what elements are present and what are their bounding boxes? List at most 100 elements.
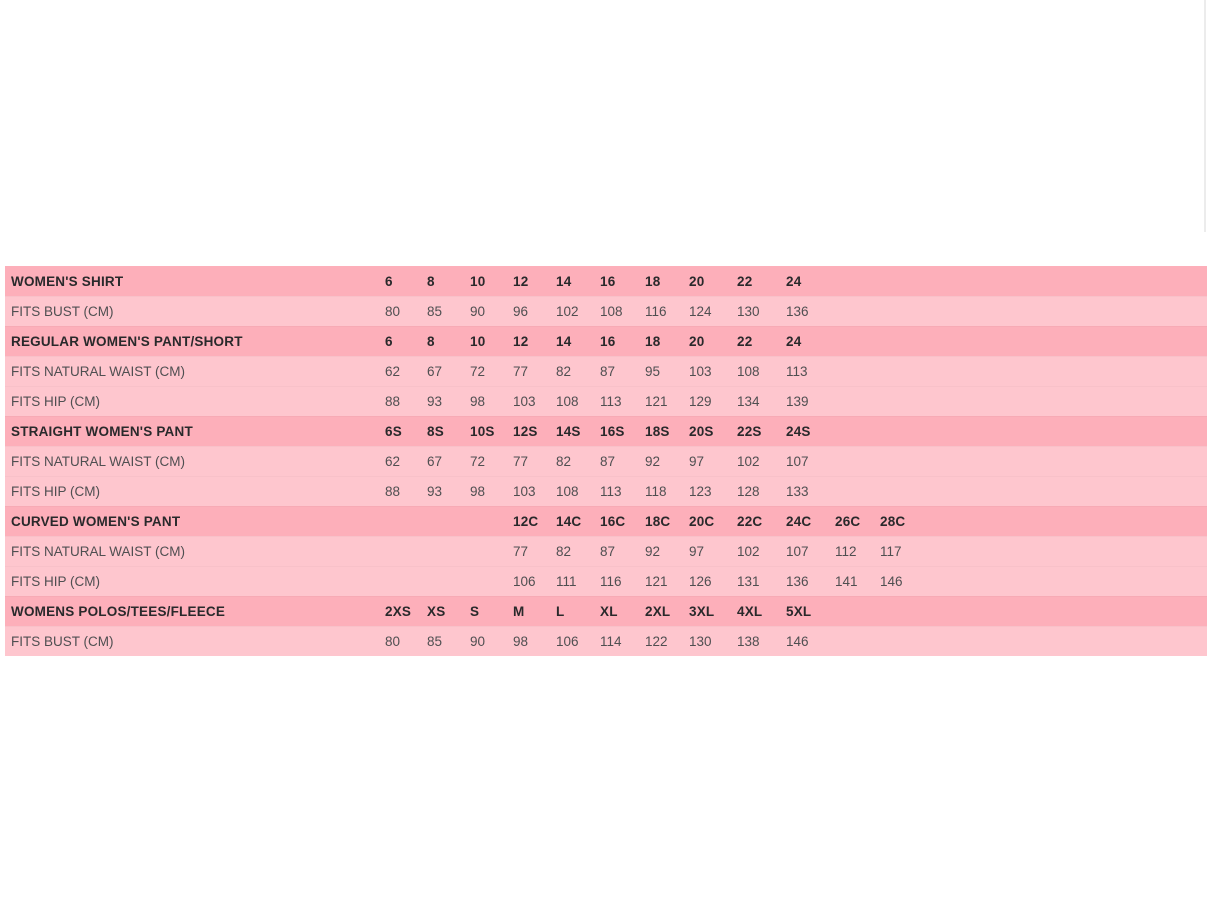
size-value-cell: 72 bbox=[470, 364, 486, 379]
size-label-cell: XS bbox=[427, 604, 446, 619]
vertical-scrollbar-track[interactable] bbox=[1204, 0, 1206, 232]
size-label-cell: 18C bbox=[645, 514, 671, 529]
row-label-measure: FITS BUST (CM) bbox=[11, 304, 114, 319]
size-value-cell: 80 bbox=[385, 304, 401, 319]
size-value-cell: 106 bbox=[513, 574, 536, 589]
row-label-measure: FITS HIP (CM) bbox=[11, 394, 100, 409]
table-row: REGULAR WOMEN'S PANT/SHORT 6 8 10 12 14 16 18 20… bbox=[5, 326, 1207, 356]
size-value-cell: 103 bbox=[513, 394, 536, 409]
table-row: CURVED WOMEN'S PANT 12C 14C 16C 18C 20C 22C 24C… bbox=[5, 506, 1207, 536]
size-value-cell: 131 bbox=[737, 574, 760, 589]
size-chart-table: WOMEN'S SHIRT 6 8 10 12 14 16 18 20 22 24 FITS BUST… bbox=[5, 266, 1207, 656]
size-label-cell: 12 bbox=[513, 273, 529, 289]
size-label-cell: 6 bbox=[385, 334, 393, 349]
size-value-cell: 113 bbox=[600, 394, 622, 409]
size-value-cell: 85 bbox=[427, 634, 443, 649]
size-value-cell: 116 bbox=[645, 304, 667, 319]
size-value-cell: 102 bbox=[737, 544, 760, 559]
size-value-cell: 136 bbox=[786, 574, 809, 589]
size-value-cell: 67 bbox=[427, 364, 443, 379]
size-value-cell: 82 bbox=[556, 454, 572, 469]
size-value-cell: 124 bbox=[689, 304, 712, 319]
size-label-cell: 20 bbox=[689, 334, 705, 349]
size-label-cell: 24 bbox=[786, 334, 802, 349]
size-value-cell: 134 bbox=[737, 394, 760, 409]
size-value-cell: 126 bbox=[689, 574, 712, 589]
table-row: FITS BUST (CM) 80 85 90 98 106 114 122 130 138 146 bbox=[5, 626, 1207, 656]
row-label-section-header: WOMENS POLOS/TEES/FLEECE bbox=[11, 604, 226, 619]
size-label-cell: 14 bbox=[556, 273, 572, 289]
size-value-cell: 122 bbox=[645, 634, 668, 649]
size-value-cell: 77 bbox=[513, 364, 529, 379]
table-row: FITS HIP (CM) 88 93 98 103 108 113 121 129 134 139 bbox=[5, 386, 1207, 416]
size-label-cell: 14C bbox=[556, 514, 582, 529]
size-label-cell: 22C bbox=[737, 514, 763, 529]
size-value-cell: 108 bbox=[737, 364, 760, 379]
size-label-cell: 22S bbox=[737, 424, 762, 439]
size-value-cell: 102 bbox=[737, 454, 760, 469]
size-value-cell: 98 bbox=[513, 634, 529, 649]
table-row: WOMEN'S SHIRT 6 8 10 12 14 16 18 20 22 24 bbox=[5, 266, 1207, 296]
size-value-cell: 85 bbox=[427, 304, 443, 319]
size-label-cell: 24C bbox=[786, 514, 812, 529]
size-label-cell: 16 bbox=[600, 273, 616, 289]
size-value-cell: 98 bbox=[470, 484, 486, 499]
size-label-cell: 6S bbox=[385, 424, 402, 439]
size-value-cell: 96 bbox=[513, 304, 529, 319]
size-label-cell: 22 bbox=[737, 334, 753, 349]
size-value-cell: 93 bbox=[427, 484, 443, 499]
size-value-cell: 82 bbox=[556, 364, 572, 379]
row-label-section-header: WOMEN'S SHIRT bbox=[11, 273, 124, 289]
size-value-cell: 90 bbox=[470, 304, 486, 319]
size-value-cell: 88 bbox=[385, 484, 401, 499]
size-value-cell: 121 bbox=[645, 574, 668, 589]
size-value-cell: 87 bbox=[600, 364, 616, 379]
size-label-cell: 24S bbox=[786, 424, 811, 439]
size-value-cell: 129 bbox=[689, 394, 712, 409]
table-row: FITS BUST (CM) 80 85 90 96 102 108 116 124 130 136 bbox=[5, 296, 1207, 326]
size-value-cell: 62 bbox=[385, 364, 401, 379]
size-value-cell: 139 bbox=[786, 394, 809, 409]
size-label-cell: 10 bbox=[470, 334, 486, 349]
size-value-cell: 80 bbox=[385, 634, 401, 649]
size-value-cell: 146 bbox=[786, 634, 809, 649]
size-value-cell: 141 bbox=[835, 574, 858, 589]
size-value-cell: 107 bbox=[786, 454, 809, 469]
size-label-cell: 20 bbox=[689, 273, 705, 289]
size-value-cell: 146 bbox=[880, 574, 903, 589]
size-label-cell: 16C bbox=[600, 514, 626, 529]
row-label-measure: FITS HIP (CM) bbox=[11, 574, 100, 589]
table-row: STRAIGHT WOMEN'S PANT 6S 8S 10S 12S 14S 16S 18S… bbox=[5, 416, 1207, 446]
size-value-cell: 72 bbox=[470, 454, 486, 469]
size-label-cell: 20C bbox=[689, 514, 715, 529]
size-label-cell: L bbox=[556, 604, 565, 619]
size-value-cell: 97 bbox=[689, 544, 705, 559]
size-value-cell: 112 bbox=[835, 544, 857, 559]
size-label-cell: 12S bbox=[513, 424, 538, 439]
row-label-measure: FITS HIP (CM) bbox=[11, 484, 100, 499]
size-value-cell: 93 bbox=[427, 394, 443, 409]
size-label-cell: 2XL bbox=[645, 604, 671, 619]
size-label-cell: 8 bbox=[427, 334, 435, 349]
size-value-cell: 118 bbox=[645, 484, 667, 499]
size-value-cell: 92 bbox=[645, 544, 661, 559]
row-label-measure: FITS NATURAL WAIST (CM) bbox=[11, 544, 185, 559]
row-label-measure: FITS NATURAL WAIST (CM) bbox=[11, 364, 185, 379]
size-label-cell: XL bbox=[600, 604, 618, 619]
row-label-measure: FITS BUST (CM) bbox=[11, 634, 114, 649]
table-row: FITS NATURAL WAIST (CM) 62 67 72 77 82 87 95 103… bbox=[5, 356, 1207, 386]
size-value-cell: 108 bbox=[556, 484, 579, 499]
size-value-cell: 136 bbox=[786, 304, 809, 319]
size-value-cell: 77 bbox=[513, 454, 529, 469]
table-row: FITS NATURAL WAIST (CM) 77 82 87 92 97 102 107 1… bbox=[5, 536, 1207, 566]
size-value-cell: 113 bbox=[600, 484, 622, 499]
size-label-cell: 14S bbox=[556, 424, 581, 439]
size-label-cell: 10 bbox=[470, 273, 486, 289]
size-label-cell: 6 bbox=[385, 273, 393, 289]
size-value-cell: 108 bbox=[556, 394, 579, 409]
size-label-cell: 3XL bbox=[689, 604, 715, 619]
size-label-cell: 18S bbox=[645, 424, 670, 439]
size-value-cell: 97 bbox=[689, 454, 705, 469]
size-value-cell: 87 bbox=[600, 454, 616, 469]
size-value-cell: 130 bbox=[689, 634, 712, 649]
